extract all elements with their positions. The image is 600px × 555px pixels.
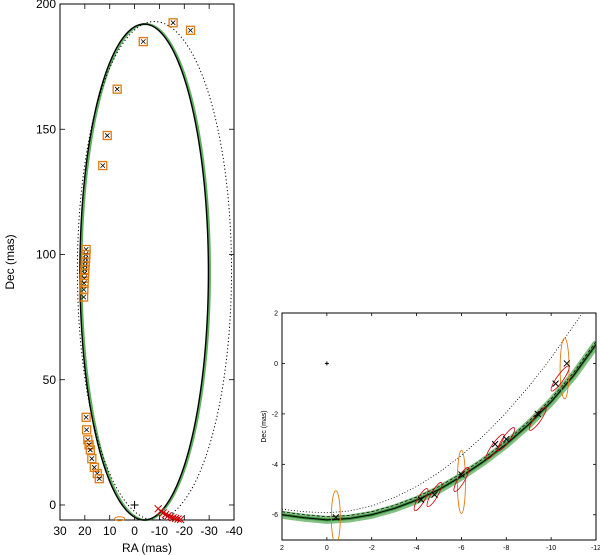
observation-cross — [552, 380, 559, 387]
observation-cross — [431, 491, 438, 498]
observation-cross — [87, 447, 93, 453]
observation-marker — [112, 84, 122, 94]
x-tick-label: 30 — [53, 524, 67, 538]
observation-cross — [96, 476, 102, 482]
observation-marker — [79, 273, 90, 283]
y-tick-label: 150 — [36, 122, 56, 136]
x-tick-label: 20 — [78, 524, 92, 538]
y-tick-label: 2 — [274, 310, 278, 317]
observation-marker — [89, 462, 99, 473]
x-tick-label: -12 — [591, 545, 600, 552]
y-tick-label: 100 — [36, 248, 56, 262]
x-tick-label: -8 — [503, 545, 509, 552]
y-tick-label: 200 — [36, 0, 56, 11]
red-error-ellipse — [413, 488, 429, 512]
observation-cross — [81, 280, 87, 286]
red-error-ellipse — [550, 365, 570, 392]
x-axis-label: RA (mas) — [122, 541, 172, 555]
x-tick-label: -10 — [546, 545, 556, 552]
x-tick-label: -20 — [176, 524, 194, 538]
observation-marker — [92, 469, 102, 479]
observation-cross — [83, 414, 89, 420]
observation-cross — [170, 20, 176, 26]
red-error-ellipse — [426, 482, 443, 508]
residual-mark — [169, 513, 177, 522]
observation-marker — [87, 453, 97, 464]
observation-marker — [94, 474, 104, 484]
y-tick-label: -2 — [272, 411, 278, 418]
plot-frame — [281, 312, 597, 541]
orbit-uncertainty-band — [80, 22, 211, 522]
x-tick-label: -30 — [200, 524, 218, 538]
red-error-ellipse — [453, 466, 470, 492]
observation-cross — [91, 464, 97, 470]
x-tick-label: 2 — [280, 545, 284, 552]
observation-cross — [563, 360, 571, 367]
periastron-error-ellipse — [114, 516, 126, 522]
residual-mark — [164, 511, 172, 520]
observation-marker — [81, 425, 92, 435]
observation-marker — [185, 25, 196, 35]
alternative-orbit-dotted — [282, 313, 583, 514]
x-tick-label: -2 — [369, 545, 375, 552]
observation-marker — [102, 130, 112, 141]
observation-cross — [502, 435, 510, 443]
observation-marker — [168, 18, 178, 28]
observation-cross — [81, 294, 87, 300]
residual-mark — [159, 509, 168, 517]
observation-marker — [81, 412, 91, 422]
observation-cross — [417, 496, 425, 503]
observation-marker — [98, 160, 108, 171]
observation-cross — [332, 513, 340, 521]
residual-mark — [174, 515, 182, 523]
zoom-plot-area — [282, 313, 596, 540]
orange-error-ellipse — [330, 490, 341, 540]
best-fit-orbit — [79, 23, 210, 521]
x-tick-label: -40 — [225, 524, 243, 538]
observation-cross — [100, 163, 106, 169]
x-tick-label: -10 — [151, 524, 169, 538]
x-tick-label: 0 — [131, 524, 138, 538]
observation-cross — [104, 133, 110, 138]
y-tick-label: -4 — [272, 462, 278, 469]
observation-marker — [138, 36, 148, 47]
x-tick-label: -6 — [458, 545, 464, 552]
observation-cross — [491, 440, 499, 448]
red-error-ellipse — [497, 427, 516, 452]
y-tick-label: 50 — [43, 373, 57, 387]
observation-marker — [78, 292, 89, 302]
residual-mark — [161, 510, 170, 519]
observation-marker — [85, 445, 95, 455]
observation-cross — [458, 471, 465, 478]
observation-marker — [79, 268, 90, 278]
x-tick-label: 10 — [103, 524, 117, 538]
observation-cross — [89, 456, 95, 462]
y-axis-label: Dec (mas) — [261, 410, 268, 442]
x-tick-label: 0 — [325, 545, 329, 552]
observation-cross — [188, 27, 193, 33]
y-tick-label: -6 — [272, 512, 278, 519]
observation-cross — [81, 287, 87, 293]
y-axis-label: Dec (mas) — [3, 234, 17, 289]
residual-mark — [166, 512, 175, 521]
orange-error-ellipse — [456, 450, 466, 514]
periastron-zoom-panel: 20-2-4-6-8-10-12-6-4-202RA (mas)Dec (mas… — [261, 310, 600, 552]
observation-marker — [81, 244, 91, 255]
observation-cross — [140, 39, 146, 45]
observation-cross — [534, 410, 542, 418]
observation-marker — [79, 278, 89, 288]
observation-cross — [114, 86, 120, 92]
y-tick-label: 0 — [49, 498, 56, 512]
observation-cross — [84, 427, 90, 433]
residual-mark — [176, 515, 185, 524]
x-tick-label: -4 — [413, 545, 419, 552]
y-tick-label: 0 — [274, 361, 278, 368]
residual-mark — [156, 507, 165, 516]
